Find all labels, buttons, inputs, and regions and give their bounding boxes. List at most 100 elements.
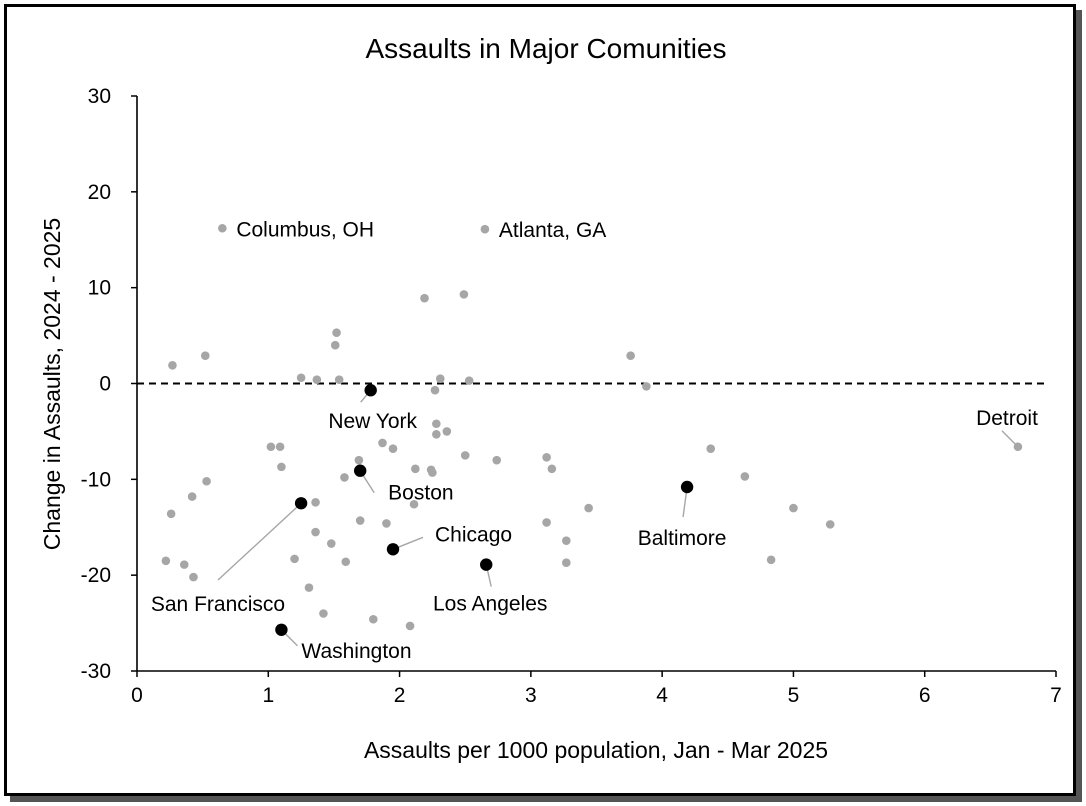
data-point (432, 419, 441, 429)
label-san-francisco: San Francisco (151, 593, 285, 616)
data-point (706, 444, 716, 453)
data-point (296, 373, 306, 383)
data-point (168, 360, 177, 370)
data-point (304, 583, 314, 592)
data-point (562, 536, 571, 545)
x-tick-label: 0 (131, 684, 143, 707)
data-point (378, 438, 387, 448)
data-point (334, 375, 344, 384)
data-point (642, 382, 651, 391)
data-point (179, 560, 189, 569)
data-point-atlanta-ga (480, 224, 490, 234)
data-point (332, 328, 341, 338)
y-tick-label: -30 (81, 660, 111, 683)
x-tick-label: 2 (394, 684, 406, 707)
data-point (166, 509, 176, 519)
data-point (312, 375, 322, 384)
data-point (311, 498, 320, 507)
data-point (464, 376, 474, 385)
x-tick-label: 6 (919, 684, 931, 707)
data-point (825, 520, 835, 529)
data-point (202, 476, 211, 486)
data-point (311, 527, 320, 537)
data-point (327, 539, 336, 548)
data-point (266, 442, 276, 452)
x-tick-label: 3 (525, 684, 537, 707)
data-point (405, 621, 415, 631)
data-point (319, 609, 328, 618)
data-point (369, 614, 378, 624)
data-point (341, 557, 351, 567)
data-point (161, 556, 171, 566)
y-tick-label: -20 (81, 564, 111, 587)
label-atlanta: Atlanta, GA (499, 219, 606, 242)
x-tick-label: 4 (656, 684, 668, 707)
label-boston: Boston (388, 482, 453, 505)
x-tick-label: 7 (1050, 684, 1062, 707)
highlighted-points (275, 384, 694, 636)
data-point (290, 554, 299, 564)
data-point (789, 503, 798, 513)
y-tick-label: -10 (81, 468, 111, 491)
data-point (388, 444, 398, 453)
label-chicago: Chicago (435, 523, 512, 546)
x-tick-label: 5 (788, 684, 800, 707)
data-point (542, 518, 551, 527)
data-point (340, 473, 349, 482)
data-point (430, 385, 440, 395)
data-point (584, 503, 593, 513)
highlight-point-new-york (364, 384, 377, 397)
highlight-point-washington (275, 623, 288, 636)
y-tick-label: 20 (88, 181, 111, 204)
data-point (382, 519, 391, 528)
data-point (428, 468, 437, 477)
y-tick-label: 30 (88, 85, 111, 108)
data-point (562, 558, 571, 568)
label-baltimore: Baltimore (638, 527, 727, 550)
highlight-point-san-francisco (294, 497, 308, 510)
data-point (409, 499, 419, 509)
data-point (542, 452, 551, 462)
data-point (740, 472, 750, 481)
label-washington: Washington (301, 640, 411, 663)
axes: 0 1 2 3 4 5 6 7 30 20 10 0 -10 -20 -30 (81, 85, 1062, 707)
data-point (411, 464, 420, 474)
label-new-york: New York (328, 410, 417, 433)
point-labels: Columbus, OH Atlanta, GA Detroit New York Bo… (151, 218, 1038, 663)
data-point (187, 492, 197, 501)
chart-frame (4, 4, 1076, 796)
y-tick-label: 10 (88, 277, 111, 300)
highlight-point-los-angeles (480, 558, 493, 571)
label-detroit: Detroit (976, 407, 1038, 430)
data-point (626, 351, 635, 361)
data-point (432, 429, 441, 439)
label-los-angeles: Los Angeles (433, 593, 547, 616)
data-point (442, 427, 452, 436)
data-point (189, 572, 198, 582)
data-point (492, 455, 502, 465)
data-point (275, 442, 285, 452)
data-point (200, 351, 210, 361)
x-tick-label: 1 (262, 684, 274, 707)
chart-title: Assaults in Major Comunities (365, 33, 726, 64)
y-tick-label: 0 (99, 373, 111, 396)
data-point (330, 340, 340, 350)
data-point (435, 374, 445, 384)
data-point (766, 555, 776, 565)
highlight-point-boston (353, 464, 367, 477)
data-point-columbus-oh (218, 223, 227, 233)
data-point (459, 290, 469, 299)
x-axis-label: Assaults per 1000 population, Jan - Mar … (364, 737, 828, 763)
leader-san-francisco (217, 502, 302, 581)
highlight-point-chicago (386, 543, 400, 556)
data-point (277, 462, 286, 472)
label-columbus: Columbus, OH (236, 218, 374, 241)
background-points (161, 223, 1023, 631)
data-point-detroit (1013, 442, 1023, 452)
highlight-point-baltimore (680, 480, 694, 494)
y-axis-label: Change in Assaults, 2024 - 2025 (39, 218, 65, 550)
data-point (420, 293, 429, 303)
data-point (547, 464, 557, 474)
data-point (354, 455, 364, 465)
